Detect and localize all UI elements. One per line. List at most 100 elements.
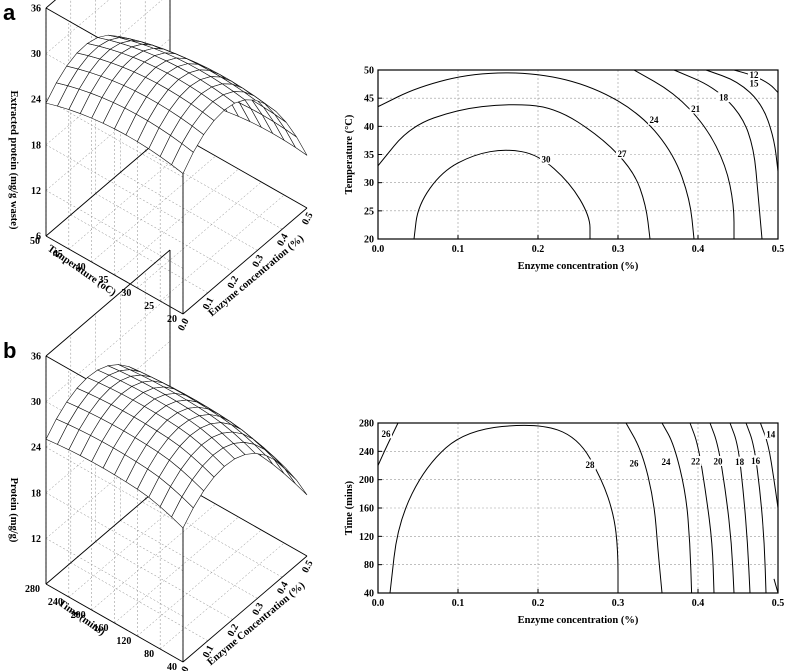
surface-b-z-axis-label: Protein (mg/g) [8,478,19,543]
contour-a-x-axis-label: Enzyme concentration (%) [518,261,639,272]
contour-a-x-tick-label: 0.4 [692,244,705,255]
contour-a-contour-label-bg [648,114,660,125]
contour-a-contour-label-bg [616,148,628,159]
surface-a-surface-cell [284,128,308,156]
contour-b-y-tick-label: 80 [364,560,374,571]
surface-b-floor-grid [91,503,216,611]
surface-a-y-tick-label: 35 [99,275,109,286]
surface-b-x-tick-label: 0.4 [275,580,291,596]
contour-b-contour-label-bg [689,455,702,466]
surface-a-x-tick-label: 0.3 [250,253,266,269]
contour-b-y-tick-label: 40 [364,589,374,600]
contour-b-contour-line-16 [745,422,767,594]
surface-b-y-tick-label: 200 [71,610,86,621]
contour-b-contour-label-bg [584,459,596,470]
contour-b-contour-label: 28 [586,460,596,470]
contour-a-x-tick-label: 0.1 [452,244,465,255]
contour-b-contour-line-edge [773,578,779,594]
contour-a-plot-frame [377,69,779,240]
surface-a-x-tick-label: 0.0 [176,317,192,333]
surface-b-surface-cell [285,469,308,496]
surface-a-y-tick-label: 45 [53,249,63,260]
surface-a-y-tick-label: 25 [144,301,154,312]
contour-b-y-tick-label: 240 [359,447,374,458]
surface-b-z-tick-label: 30 [31,397,41,408]
contour-a-contour-line-24 [377,72,695,240]
surface-a-y-tick-label: 40 [76,262,86,273]
contour-a-y-axis-label: Temperature (°C) [344,114,355,194]
contour-a-y-tick-label: 50 [364,66,374,77]
contour-a-contour-label-bg [689,103,702,114]
contour-a-y-tick-label: 45 [364,94,374,105]
contour-b-contour-label: 24 [662,457,672,467]
contour-b-x-tick-label: 0.1 [452,598,465,609]
surface-a-z-tick-label: 30 [31,49,41,60]
surface-b-floor-grid [114,516,239,624]
contour-a-contour-label-bg [748,78,760,89]
contour-a-contour-label: 18 [719,93,729,103]
contour-a-contour-label: 21 [691,104,701,114]
contour-a-contour-line-27 [377,104,651,240]
surface-a-z-tick-label: 18 [31,140,41,151]
contour-a-contour-label-bg [717,92,730,103]
surface-b-x-tick-label: 0.0 [176,665,192,671]
contour-a-contour-line-30 [413,149,591,240]
surface-b-box-edge [45,583,184,663]
surface-a-x-tick-label: 0.5 [300,211,316,227]
surface-a-box-edge [45,235,184,315]
surface-a-floor-grid [91,155,216,263]
surface-b-floor-grid [68,490,193,598]
contour-b-contour-label-bg [380,428,392,439]
surface-b-backwall-grid [45,295,171,402]
contour-b-contour-label-bg [764,429,777,440]
surface-b-z-tick-label: 36 [31,352,41,363]
contour-b-y-tick-label: 280 [359,419,374,430]
surface-a-backwall-grid [45,84,171,191]
surface-b-z-tick-label: 18 [31,488,41,499]
surface-a-x-tick-label: 0.4 [275,232,291,248]
surface-b-x-tick-label: 0.3 [250,601,266,617]
surface-a-box-edge [182,207,308,315]
contour-b-plot-frame [377,422,779,594]
surface-b-y-tick-label: 120 [116,636,131,647]
contour-b-contour-label: 16 [751,456,761,466]
contour-b-contour-label-bg [712,455,724,466]
surface-b-y-tick-label: 40 [167,662,177,671]
contour-b-contour-label: 26 [630,459,640,469]
contour-b-contour-label: 18 [735,457,745,467]
contour-a-contour-label: 30 [542,155,552,165]
contour-a-y-tick-label: 20 [364,235,374,246]
surface-a-z-tick-label: 36 [31,4,41,15]
surface-a-z-tick-label: 12 [31,186,41,197]
surface-b-y-tick-label: 160 [94,623,109,634]
surface-a-x-tick-label: 0.2 [226,274,242,290]
contour-a-contour-line-21 [633,69,735,239]
surface-b-z-tick-label: 24 [31,443,41,454]
contour-b-contour-line-22 [689,422,715,594]
contour-b-contour-label-bg [660,456,672,467]
contour-b-contour-label-bg [733,456,746,467]
contour-b-contour-label-bg [628,458,640,469]
surface-a-floor-grid [137,181,262,289]
surface-b-y-tick-label: 80 [144,649,154,660]
surface-b-box-edge [45,249,171,357]
surface-b-x-tick-label: 0.5 [300,559,316,575]
contour-a-x-tick-label: 0.0 [372,244,385,255]
contour-b-x-tick-label: 0.3 [612,598,625,609]
contour-b-x-tick-label: 0.0 [372,598,385,609]
contour-a-contour-label-bg [540,154,552,165]
panel-letter-a: a [3,0,16,25]
contour-a-contour-label: 24 [650,115,660,125]
contour-b-contour-line-18 [729,422,751,594]
surface-b-box-edge [182,555,308,663]
surface-b-x-tick-label: 0.2 [226,622,242,638]
surface-b-floor-grid [160,542,285,650]
contour-a-y-tick-label: 40 [364,122,374,133]
surface-a-z-tick-label: 6 [36,232,41,243]
contour-a-contour-label: 12 [750,70,760,80]
contour-a-y-tick-label: 30 [364,178,374,189]
surface-a-x-tick-label: 0.1 [201,296,217,312]
surface-b-backwall-grid [45,432,171,539]
